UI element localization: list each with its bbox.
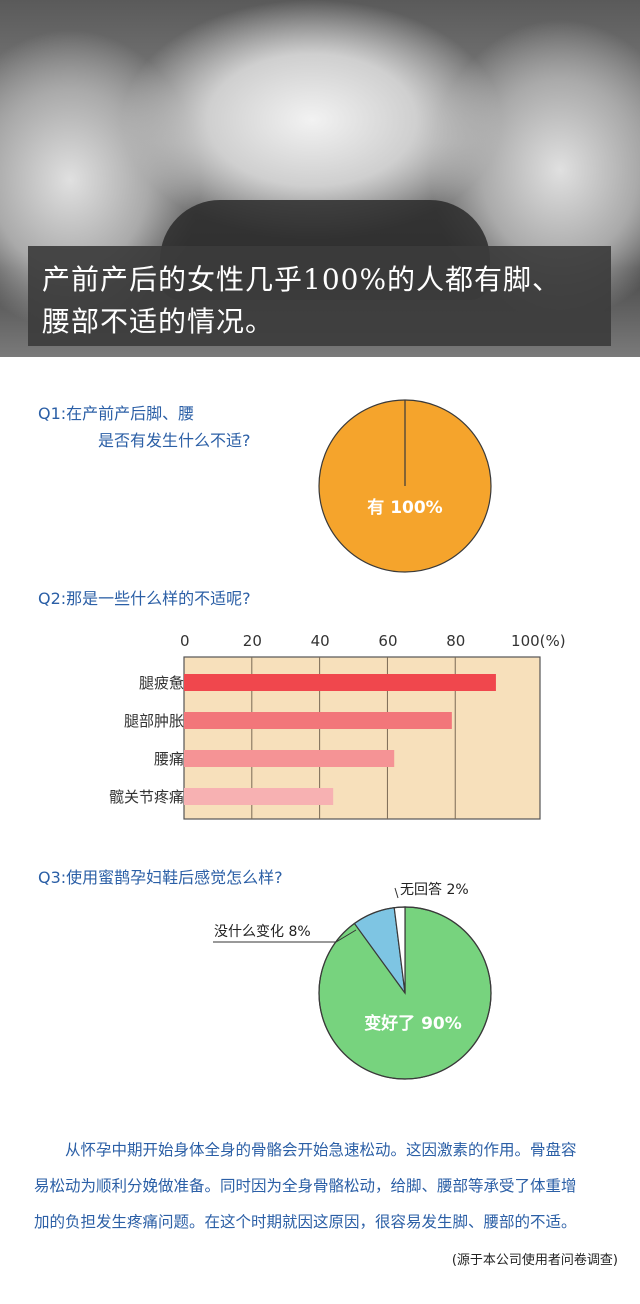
pie3-outline	[318, 906, 492, 1080]
q2-label: Q2:那是一些什么样的不适呢?	[38, 589, 251, 608]
bar-1	[184, 674, 496, 691]
bar-3	[184, 750, 395, 767]
pie3-data-label-no-answer: 无回答 2%	[400, 882, 469, 898]
pie3-leader-no-answer	[394, 887, 399, 899]
pie3-leader-no-change	[213, 929, 357, 943]
hero-caption-line-2: 腰部不适的情况。	[42, 305, 275, 338]
q3-label: Q3:使用蜜鹊孕妇鞋后感觉怎么样?	[38, 868, 283, 887]
bar-chart-q2	[183, 656, 541, 820]
bar-category-label: 腿部肿胀	[123, 712, 184, 730]
bar-series	[184, 674, 496, 805]
pie3-data-label-better: 变好了 90%	[364, 1013, 462, 1034]
bar-tick: 80	[446, 632, 466, 650]
bar-tick: 40	[310, 632, 330, 650]
q1-label-line-2: 是否有发生什么不适?	[98, 431, 251, 450]
bar-4	[184, 788, 334, 805]
explanation-line: 易松动为顺利分娩做准备。同时因为全身骨骼松动，给脚、腰部等承受了体重增	[34, 1177, 577, 1195]
bar-category-label: 髋关节疼痛	[108, 788, 184, 806]
bar-tick: 60	[378, 632, 398, 650]
source-note: (源于本公司使用者问卷调查)	[451, 1253, 618, 1268]
pie3-data-label-no-change: 没什么变化 8%	[214, 924, 311, 940]
pie3-slices	[318, 906, 492, 1080]
bar-tick: 20	[242, 632, 262, 650]
explanation-line: 从怀孕中期开始身体全身的骨骼会开始急速松动。这因激素的作用。骨盘容	[65, 1141, 577, 1159]
bar-2	[184, 712, 452, 729]
pie-chart-q1: 有 100%	[318, 399, 492, 573]
bar-category-label: 腿疲惫	[138, 674, 184, 692]
explanation-paragraph: 从怀孕中期开始身体全身的骨骼会开始急速松动。这因激素的作用。骨盘容 易松动为顺利…	[34, 1132, 614, 1240]
bar-category-label: 腰痛	[153, 750, 184, 768]
hero-caption-line-1: 产前产后的女性几乎100%的人都有脚、	[42, 263, 562, 296]
pie-chart-q3: 变好了 90%	[213, 887, 492, 1080]
hero-caption-box: 产前产后的女性几乎100%的人都有脚、 腰部不适的情况。	[28, 246, 611, 346]
bar-tick: 100(%)	[511, 632, 566, 650]
q1-label-line-1: Q1:在产前产后脚、腰	[38, 404, 195, 423]
explanation-line: 加的负担发生疼痛问题。在这个时期就因这原因，很容易发生脚、腰部的不适。	[34, 1213, 577, 1231]
hero-image: 产前产后的女性几乎100%的人都有脚、 腰部不适的情况。	[0, 0, 640, 357]
pie1-data-label: 有 100%	[367, 497, 442, 518]
bar-tick: 0	[180, 632, 190, 650]
